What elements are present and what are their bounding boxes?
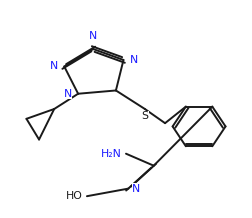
Text: S: S [141, 111, 148, 121]
Text: N: N [64, 89, 72, 99]
Text: N: N [132, 184, 141, 194]
Text: H₂N: H₂N [101, 149, 122, 159]
Text: N: N [89, 31, 97, 41]
Text: HO: HO [66, 191, 83, 201]
Text: N: N [130, 55, 138, 65]
Text: N: N [50, 61, 58, 72]
